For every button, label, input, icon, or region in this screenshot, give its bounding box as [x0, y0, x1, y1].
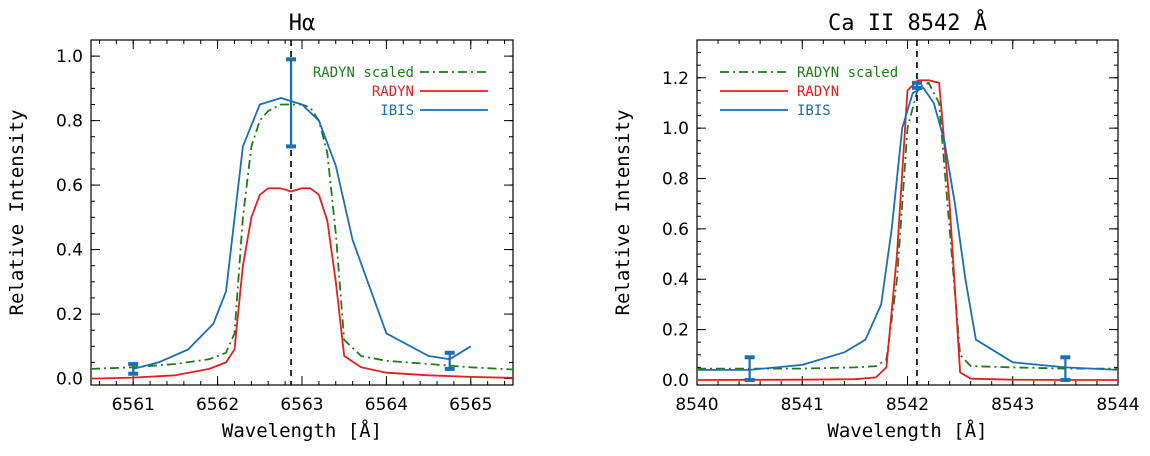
x-tick-label: 6561: [112, 395, 155, 415]
legend-label: RADYN: [372, 84, 414, 100]
x-tick-label: 8541: [781, 395, 824, 415]
x-tick-label: 6562: [196, 395, 239, 415]
x-axis-label: Wavelength [Å]: [827, 419, 987, 442]
legend-label: RADYN scaled: [797, 65, 898, 81]
series-line-ibis: [132, 97, 472, 370]
series-line-radyn: [697, 79, 1118, 381]
x-tick-label: 6564: [365, 395, 408, 415]
y-tick-label: 0.2: [662, 321, 689, 341]
x-tick-label: 6563: [280, 395, 323, 415]
chart-title: Hα: [289, 11, 316, 36]
y-tick-label: 1.2: [662, 69, 689, 89]
y-tick-label: 0.8: [662, 170, 689, 190]
y-axis-label: Relative Intensity: [6, 110, 28, 316]
y-tick-label: 0.4: [56, 241, 83, 261]
chart-panel-caii: 8540 8541 8542 8543 8544 0.0 0.2 0.4 0.6 0.8 1.0 1.…: [612, 9, 1140, 442]
legend-label: RADYN scaled: [313, 65, 414, 81]
y-tick-label: 1.0: [662, 119, 689, 139]
y-tick-label: 0.6: [662, 220, 689, 240]
x-axis-label: Wavelength [Å]: [222, 419, 382, 442]
y-tick-label: 1.0: [56, 47, 83, 67]
y-tick-label: 0.4: [662, 270, 689, 290]
legend-label: IBIS: [380, 103, 414, 119]
x-tick-label: 8543: [991, 395, 1034, 415]
plot-area: [91, 97, 513, 380]
legend-label: IBIS: [797, 103, 831, 119]
x-tick-label: 8542: [886, 395, 929, 415]
chart-panel-halpha: 6561 6562 6563 6564 6565 0.0 0.2 0.4 0.6 0.8 1.0 Hα…: [6, 11, 514, 442]
y-axis-label: Relative Intensity: [612, 110, 634, 316]
x-tick-label: 8540: [675, 395, 718, 415]
chart-title: Ca II 8542 Å: [828, 9, 987, 36]
x-tick-label: 6565: [449, 395, 492, 415]
series-line-ibis: [697, 86, 1118, 371]
x-tick-label: 8544: [1096, 395, 1139, 415]
series-line-radyn: [91, 187, 513, 380]
y-tick-label: 0.6: [56, 176, 83, 196]
y-tick-label: 0.0: [662, 371, 689, 391]
legend-label: RADYN: [797, 84, 839, 100]
y-tick-label: 0.2: [56, 305, 83, 325]
series-line-radyn-scaled: [697, 81, 1118, 370]
series-line-radyn-scaled: [91, 103, 513, 371]
y-tick-label: 0.0: [56, 370, 83, 390]
y-tick-label: 0.8: [56, 112, 83, 132]
plot-area: [697, 79, 1118, 381]
